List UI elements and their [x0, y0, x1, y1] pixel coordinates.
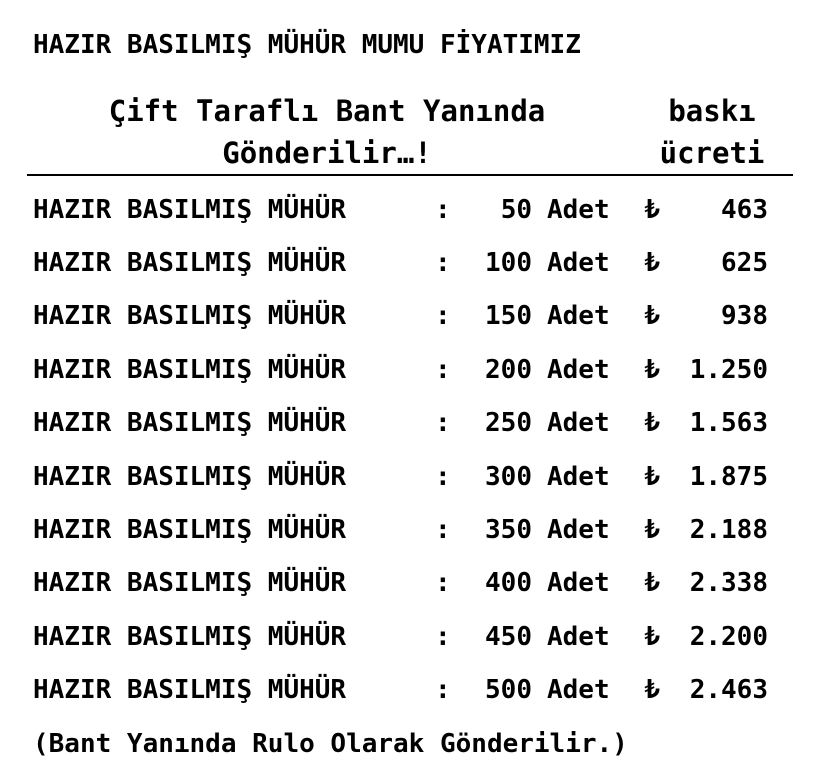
quantity-unit: Adet: [547, 515, 610, 546]
product-label: HAZIR BASILMIŞ MÜHÜR: [33, 301, 347, 332]
quantity-unit: Adet: [547, 301, 610, 332]
colon-separator: :: [435, 301, 451, 332]
quantity-value: 300: [485, 461, 532, 492]
quantity-value: 100: [485, 248, 532, 279]
price-column-line1: baskı: [668, 94, 756, 128]
quantity-value: 350: [485, 515, 532, 546]
price-value: 2.200: [689, 621, 768, 652]
price-value: 1.563: [689, 408, 768, 439]
table-row: HAZIR BASILMIŞ MÜHÜR : 100 Adet ₺ 625: [33, 236, 823, 289]
quantity-value: 500: [485, 675, 532, 706]
colon-separator: :: [435, 194, 451, 225]
colon-separator: :: [435, 675, 451, 706]
table-row: HAZIR BASILMIŞ MÜHÜR : 450 Adet ₺ 2.200: [33, 610, 823, 663]
colon-separator: :: [435, 461, 451, 492]
lira-currency-symbol: ₺: [644, 248, 660, 279]
price-value: 463: [721, 194, 768, 225]
colon-separator: :: [435, 354, 451, 385]
table-row: HAZIR BASILMIŞ MÜHÜR : 350 Adet ₺ 2.188: [33, 503, 823, 556]
quantity-unit: Adet: [547, 621, 610, 652]
shipping-footer-note: (Bant Yanında Rulo Olarak Gönderilir.): [33, 728, 628, 759]
page-title: HAZIR BASILMIŞ MÜHÜR MUMU FİYATIMIZ: [33, 30, 581, 60]
colon-separator: :: [435, 621, 451, 652]
lira-currency-symbol: ₺: [644, 194, 660, 225]
table-row: HAZIR BASILMIŞ MÜHÜR : 400 Adet ₺ 2.338: [33, 557, 823, 610]
quantity-value: 200: [485, 354, 532, 385]
lira-currency-symbol: ₺: [644, 675, 660, 706]
price-value: 1.875: [689, 461, 768, 492]
table-row: HAZIR BASILMIŞ MÜHÜR : 50 Adet ₺ 463: [33, 183, 823, 236]
lira-currency-symbol: ₺: [644, 621, 660, 652]
quantity-value: 150: [485, 301, 532, 332]
lira-currency-symbol: ₺: [644, 568, 660, 599]
product-label: HAZIR BASILMIŞ MÜHÜR: [33, 248, 347, 279]
quantity-unit: Adet: [547, 675, 610, 706]
table-row: HAZIR BASILMIŞ MÜHÜR : 150 Adet ₺ 938: [33, 290, 823, 343]
table-row: HAZIR BASILMIŞ MÜHÜR : 200 Adet ₺ 1.250: [33, 343, 823, 396]
lira-currency-symbol: ₺: [644, 408, 660, 439]
shipping-note-line1: Çift Taraflı Bant Yanında: [108, 94, 546, 128]
price-column-line2: ücreti: [659, 136, 765, 170]
price-value: 938: [721, 301, 768, 332]
lira-currency-symbol: ₺: [644, 301, 660, 332]
quantity-unit: Adet: [547, 408, 610, 439]
product-label: HAZIR BASILMIŞ MÜHÜR: [33, 408, 347, 439]
quantity-unit: Adet: [547, 194, 610, 225]
price-value: 1.250: [689, 354, 768, 385]
product-label: HAZIR BASILMIŞ MÜHÜR: [33, 461, 347, 492]
price-value: 2.188: [689, 515, 768, 546]
lira-currency-symbol: ₺: [644, 354, 660, 385]
price-value: 2.338: [689, 568, 768, 599]
product-label: HAZIR BASILMIŞ MÜHÜR: [33, 621, 347, 652]
table-header: Çift Taraflı Bant Yanında Gönderilir…! b…: [0, 90, 823, 174]
quantity-value: 250: [485, 408, 532, 439]
colon-separator: :: [435, 408, 451, 439]
colon-separator: :: [435, 248, 451, 279]
quantity-unit: Adet: [547, 354, 610, 385]
colon-separator: :: [435, 568, 451, 599]
shipping-note-line2: Gönderilir…!: [222, 136, 432, 170]
header-divider-rule: [27, 174, 793, 176]
colon-separator: :: [435, 515, 451, 546]
quantity-value: 450: [485, 621, 532, 652]
quantity-unit: Adet: [547, 461, 610, 492]
lira-currency-symbol: ₺: [644, 461, 660, 492]
price-column-header: baskı ücreti: [624, 90, 800, 174]
table-row: HAZIR BASILMIŞ MÜHÜR : 250 Adet ₺ 1.563: [33, 397, 823, 450]
product-label: HAZIR BASILMIŞ MÜHÜR: [33, 568, 347, 599]
quantity-value: 50: [500, 194, 532, 225]
lira-currency-symbol: ₺: [644, 515, 660, 546]
shipping-note-header: Çift Taraflı Bant Yanında Gönderilir…!: [33, 90, 621, 174]
product-label: HAZIR BASILMIŞ MÜHÜR: [33, 354, 347, 385]
table-row: HAZIR BASILMIŞ MÜHÜR : 300 Adet ₺ 1.875: [33, 450, 823, 503]
product-label: HAZIR BASILMIŞ MÜHÜR: [33, 194, 347, 225]
quantity-value: 400: [485, 568, 532, 599]
quantity-unit: Adet: [547, 568, 610, 599]
quantity-unit: Adet: [547, 248, 610, 279]
price-value: 2.463: [689, 675, 768, 706]
price-table: HAZIR BASILMIŞ MÜHÜR : 50 Adet ₺ 463 HAZ…: [0, 183, 823, 717]
product-label: HAZIR BASILMIŞ MÜHÜR: [33, 515, 347, 546]
table-row: HAZIR BASILMIŞ MÜHÜR : 500 Adet ₺ 2.463: [33, 664, 823, 717]
product-label: HAZIR BASILMIŞ MÜHÜR: [33, 675, 347, 706]
price-value: 625: [721, 248, 768, 279]
